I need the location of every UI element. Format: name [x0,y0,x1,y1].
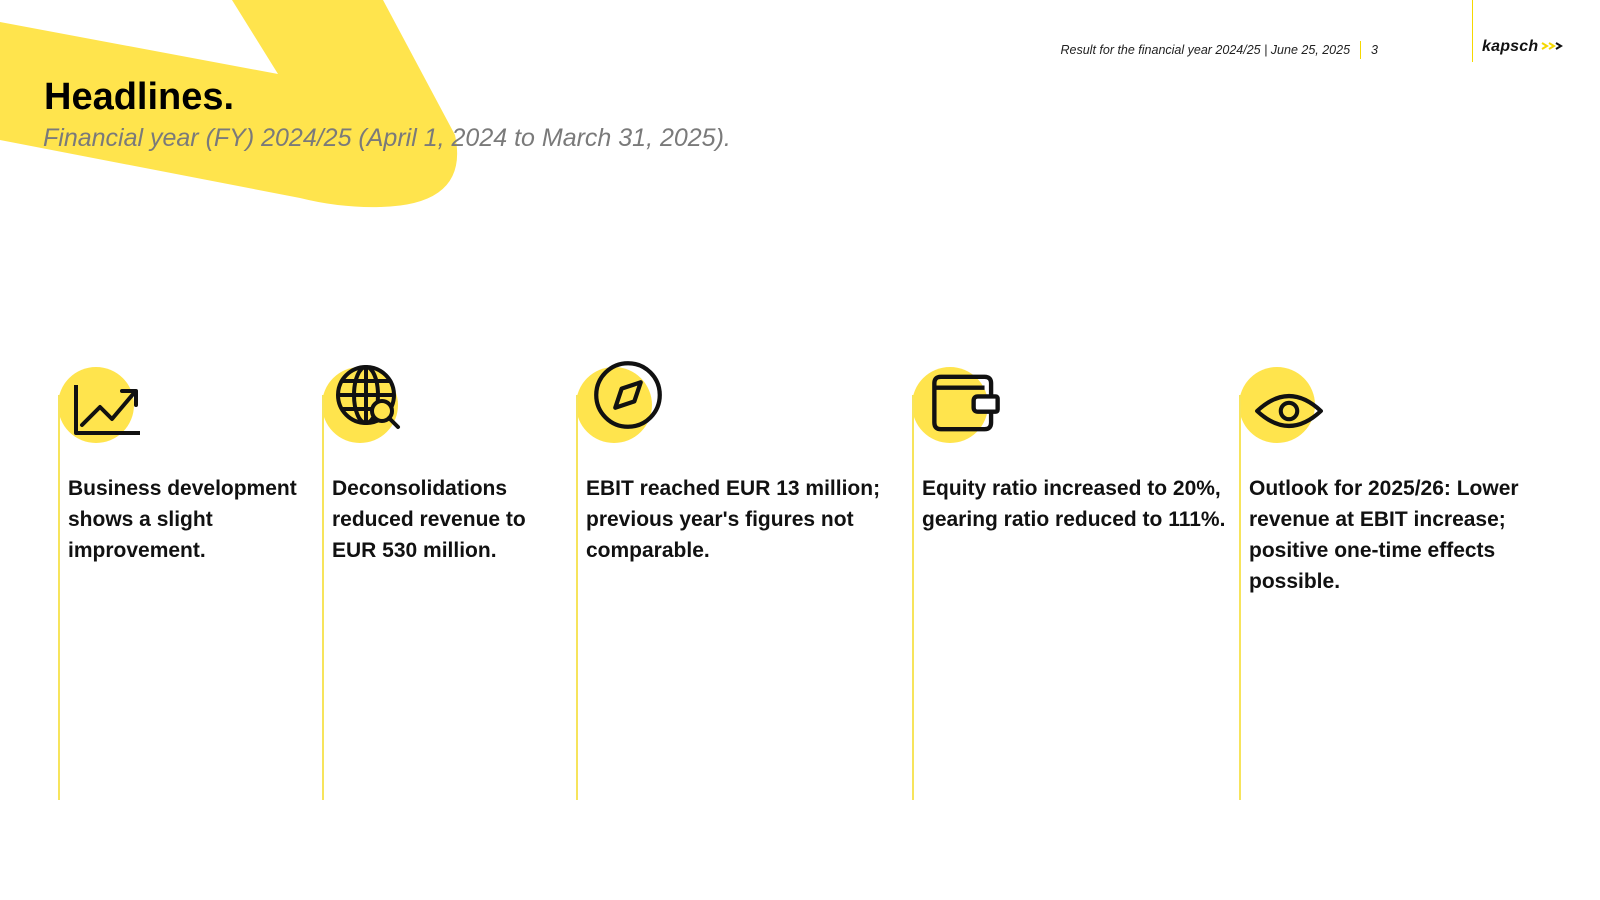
card-text: EBIT reached EUR 13 million; previous ye… [586,477,881,562]
card-divider [58,395,60,800]
logo-divider [1472,0,1473,62]
eye-icon [1255,394,1323,428]
logo-text: kapsch [1482,38,1539,55]
line-chart-icon [74,385,140,435]
compass-icon [594,361,662,429]
card-text: Outlook for 2025/26: Lower revenue at EB… [1249,477,1519,593]
page-subtitle: Financial year (FY) 2024/25 (April 1, 20… [43,124,731,152]
card-divider [912,395,914,800]
card-text: Equity ratio increased to 20%, gearing r… [922,477,1226,531]
header-info: Result for the financial year 2024/25 | … [1060,41,1378,59]
card-text: Deconsolidations reduced revenue to EUR … [332,477,526,562]
header-subtitle: Result for the financial year 2024/25 | … [1060,43,1351,57]
page-number: 3 [1371,43,1378,57]
globe-search-icon [336,365,400,429]
header-separator [1360,41,1362,59]
card-divider [322,395,324,800]
icon-circle [1239,367,1315,443]
card-divider [576,395,578,800]
kapsch-logo: kapsch [1482,38,1568,56]
yellow-swoosh-decoration [0,0,458,208]
card-text: Business development shows a slight impr… [68,477,297,562]
logo-arrows-icon [1541,42,1564,50]
page-title: Headlines. [44,76,235,118]
card-divider [1239,395,1241,800]
wallet-icon [932,374,1000,432]
